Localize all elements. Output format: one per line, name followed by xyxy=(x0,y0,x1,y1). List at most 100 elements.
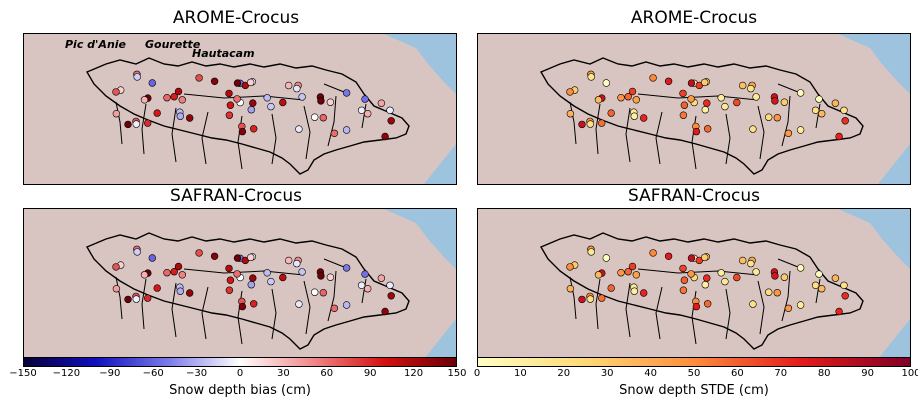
station-marker xyxy=(233,254,242,262)
station-marker xyxy=(311,113,319,121)
station-marker xyxy=(357,281,366,290)
colorbar-bias xyxy=(23,357,457,367)
massif-boundary xyxy=(757,105,765,160)
station-marker xyxy=(796,126,805,134)
station-marker xyxy=(148,79,157,87)
station-marker xyxy=(835,307,843,316)
station-marker xyxy=(132,295,141,303)
massif-outline xyxy=(539,232,864,350)
massif-boundary xyxy=(777,258,799,268)
station-marker xyxy=(811,106,820,115)
station-marker xyxy=(342,89,351,97)
massif-boundary xyxy=(569,276,577,320)
station-marker xyxy=(112,263,120,271)
station-marker xyxy=(602,79,611,87)
station-marker xyxy=(386,106,394,115)
station-marker xyxy=(249,274,257,282)
station-marker xyxy=(186,114,194,122)
station-marker xyxy=(624,267,632,276)
station-marker xyxy=(381,132,389,141)
station-marker xyxy=(249,99,257,107)
station-marker xyxy=(796,301,805,309)
station-marker xyxy=(361,270,369,278)
station-marker xyxy=(566,263,574,271)
site-label-gourette: Gourette xyxy=(145,38,201,51)
station-marker xyxy=(140,271,149,279)
station-marker xyxy=(747,259,755,268)
station-marker xyxy=(279,98,287,107)
station-marker xyxy=(377,274,386,282)
station-marker xyxy=(815,95,823,103)
station-marker xyxy=(317,272,325,280)
station-marker xyxy=(387,292,395,300)
colorbar-stde-tick: 90 xyxy=(861,368,874,379)
massif-boundary xyxy=(201,286,209,340)
station-marker xyxy=(170,92,178,101)
station-marker xyxy=(174,87,183,96)
sea-area xyxy=(424,319,456,359)
station-marker xyxy=(587,73,595,81)
station-marker xyxy=(319,113,327,122)
station-marker xyxy=(664,252,673,260)
panel-title-safran-stde: SAFRAN-Crocus xyxy=(628,186,760,206)
colorbar-bias-tick: 90 xyxy=(363,368,377,379)
colorbar-bias-tick: −120 xyxy=(52,368,81,379)
massif-boundary xyxy=(777,83,799,93)
station-marker xyxy=(703,99,711,107)
station-marker xyxy=(247,105,256,114)
station-marker xyxy=(153,284,161,292)
station-marker xyxy=(679,286,688,294)
station-marker xyxy=(733,98,741,107)
station-marker xyxy=(649,249,657,257)
massif-boundary xyxy=(637,268,759,276)
station-marker xyxy=(124,120,132,129)
station-marker xyxy=(566,109,575,118)
station-marker xyxy=(247,280,256,289)
station-marker xyxy=(607,109,615,117)
station-marker xyxy=(226,101,235,109)
station-marker xyxy=(566,88,574,96)
station-marker xyxy=(326,273,335,281)
station-marker xyxy=(178,271,187,279)
colorbar-bias-tick: −30 xyxy=(186,368,208,379)
massif-boundary xyxy=(361,103,367,129)
station-marker xyxy=(295,300,303,308)
station-marker xyxy=(112,88,120,96)
station-marker xyxy=(263,94,271,102)
station-marker xyxy=(841,292,849,300)
colorbar-bias-tick: 120 xyxy=(404,368,424,379)
sea-area xyxy=(878,144,910,184)
station-marker xyxy=(342,264,351,272)
massif-boundary xyxy=(725,288,731,340)
station-marker xyxy=(687,254,696,262)
station-marker xyxy=(687,79,696,87)
station-marker xyxy=(739,256,747,265)
station-marker xyxy=(594,96,603,104)
station-marker xyxy=(831,99,840,107)
land-background xyxy=(24,209,456,359)
station-marker xyxy=(311,288,319,296)
station-marker xyxy=(578,295,586,304)
station-marker xyxy=(765,113,773,121)
station-marker xyxy=(607,284,615,292)
station-marker xyxy=(112,109,121,118)
station-marker xyxy=(704,125,712,133)
station-marker xyxy=(386,281,394,290)
station-marker xyxy=(238,127,247,136)
station-marker xyxy=(342,126,351,134)
station-marker xyxy=(387,117,395,125)
station-marker xyxy=(597,119,606,127)
station-marker xyxy=(285,256,293,265)
station-marker xyxy=(285,81,293,90)
station-marker xyxy=(679,111,688,119)
station-marker xyxy=(293,259,301,268)
colorbar-bias-tick: 60 xyxy=(320,368,334,379)
massif-boundary xyxy=(595,278,601,330)
station-marker xyxy=(692,302,701,311)
station-marker xyxy=(143,119,152,127)
station-marker xyxy=(733,273,741,282)
station-marker xyxy=(586,295,595,303)
colorbar-bias-tick: −150 xyxy=(9,368,37,379)
station-marker xyxy=(295,125,303,133)
station-marker xyxy=(811,281,820,290)
